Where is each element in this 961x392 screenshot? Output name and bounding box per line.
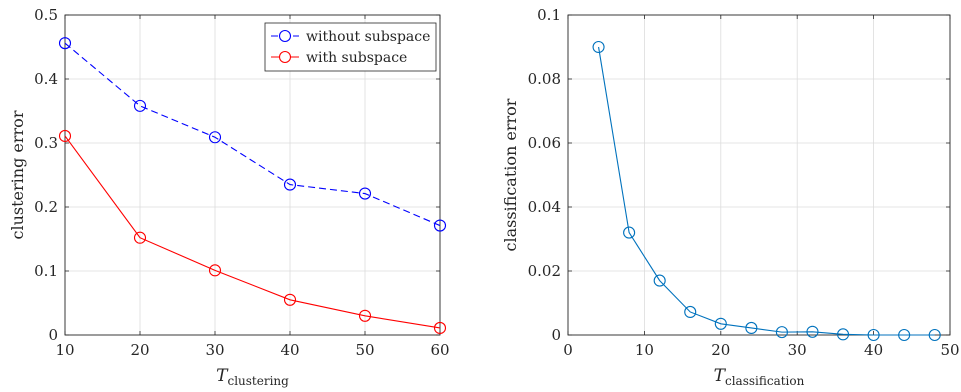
y-tick-label: 0.3	[34, 134, 58, 152]
x-tick-label: 10	[55, 341, 74, 359]
data-point-marker	[745, 321, 758, 335]
data-point-marker	[433, 321, 447, 335]
legend-entry-label: with subspace	[306, 50, 407, 66]
data-point-marker	[58, 129, 72, 143]
y-tick-label: 0.4	[34, 70, 58, 88]
y-tick-label: 0.1	[34, 262, 58, 280]
data-point-marker	[867, 328, 880, 342]
x-tick-label: 50	[355, 341, 374, 359]
x-axis-label: Tclustering	[216, 366, 289, 388]
data-point-marker	[283, 178, 297, 191]
axes-box	[567, 14, 951, 336]
plot-area	[568, 15, 950, 335]
y-axis-label: clustering error	[8, 110, 27, 239]
x-tick-label: 20	[711, 341, 730, 359]
data-point-marker	[898, 328, 911, 342]
data-point-marker	[208, 131, 222, 144]
x-tick-label: 50	[940, 341, 959, 359]
data-point-marker	[653, 274, 666, 287]
data-point-marker	[208, 264, 222, 277]
classification-error-chart: 0 10 20 30 40 50 0 0.02 0.04 0.06 0.08 0.1 Tclassifi…	[501, 6, 960, 388]
x-axis-label-subscript: classification	[725, 374, 805, 388]
x-tick-label: 10	[635, 341, 654, 359]
x-tick-label: 0	[563, 341, 573, 359]
x-tick-label: 30	[788, 341, 807, 359]
y-tick-label: 0.1	[537, 6, 561, 24]
clustering-error-chart: 10 20 30 40 50 6000.10.20.30.40.5Tclusteringc…	[8, 6, 450, 388]
data-point-marker	[358, 187, 372, 200]
data-point-marker	[58, 37, 72, 50]
data-point-marker	[684, 305, 697, 319]
data-point-marker	[283, 293, 297, 306]
series-line	[64, 135, 441, 329]
y-tick-label: 0.5	[34, 6, 58, 24]
x-axis-label: Tclassification	[714, 366, 805, 388]
axes-box	[64, 14, 441, 336]
data-point-marker	[714, 317, 727, 330]
data-point-marker	[806, 325, 819, 338]
data-point-marker	[358, 309, 372, 322]
legend-marker	[278, 50, 292, 64]
y-tick-label: 0	[48, 326, 58, 344]
legend: without subspace with subspace	[264, 22, 437, 72]
data-point-marker	[133, 231, 147, 244]
data-point-marker	[433, 219, 447, 232]
legend-entry-label: without subspace	[306, 29, 430, 45]
data-point-marker	[623, 226, 636, 239]
x-axis-label-main: T	[714, 366, 727, 386]
y-tick-label: 0.08	[528, 70, 561, 88]
x-axis-label-main: T	[216, 366, 229, 386]
x-tick-label: 40	[864, 341, 883, 359]
x-tick-label: 60	[430, 341, 449, 359]
legend-marker	[278, 29, 292, 43]
y-axis-label: classification error	[501, 98, 520, 251]
x-axis-label-subscript: clustering	[227, 374, 289, 388]
data-point-marker	[592, 40, 605, 54]
series-line	[64, 42, 441, 227]
data-point-marker	[928, 328, 941, 342]
y-tick-label: 0.04	[528, 198, 561, 216]
data-point-marker	[775, 326, 788, 339]
y-tick-label: 0.06	[528, 134, 561, 152]
legend-box	[264, 22, 437, 72]
x-tick-label: 30	[205, 341, 224, 359]
data-point-marker	[133, 99, 147, 112]
y-tick-label: 0.2	[34, 198, 58, 216]
y-tick-label: 0	[551, 326, 561, 344]
y-tick-label: 0.02	[528, 262, 561, 280]
x-tick-label: 40	[280, 341, 299, 359]
x-tick-label: 20	[130, 341, 149, 359]
data-point-marker	[836, 328, 850, 341]
